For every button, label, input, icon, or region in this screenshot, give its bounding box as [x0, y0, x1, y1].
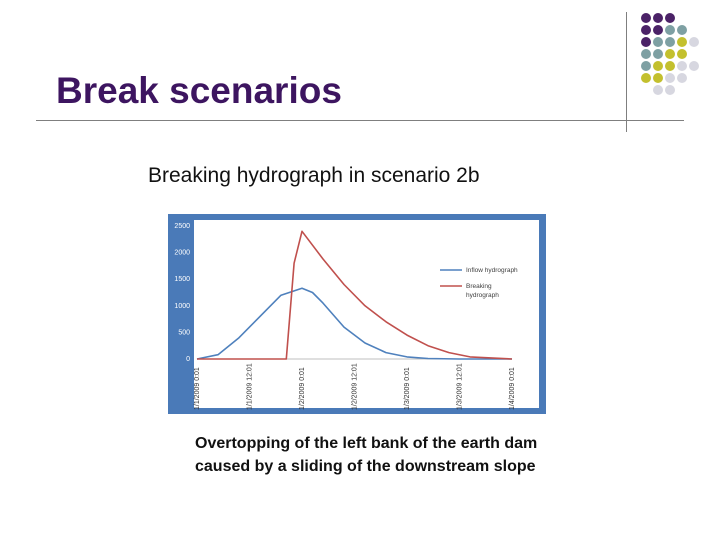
legend-label: Breaking: [466, 283, 492, 290]
decorative-dot: [689, 37, 699, 47]
decorative-dot: [653, 85, 663, 95]
series-line-inflow-hydrograph: [196, 287, 512, 360]
decorative-dot: [653, 13, 663, 23]
decorative-dot: [677, 61, 687, 71]
chart-caption: Overtopping of the left bank of the eart…: [195, 432, 537, 478]
x-tick-label: 1/3/2009 0:01: [404, 367, 411, 410]
decorative-dot: [653, 73, 663, 83]
decorative-dot: [665, 13, 675, 23]
corner-divider: [626, 12, 627, 132]
decorative-dot: [665, 61, 675, 71]
legend-label: hydrograph: [466, 292, 499, 299]
decorative-dot: [677, 73, 687, 83]
decorative-dot: [653, 49, 663, 59]
hydrograph-chart: 0 500 1000 1500 2000 2500 1/1/2009 0:01 1/1/200…: [168, 214, 546, 414]
caption-line-1: Overtopping of the left bank of the eart…: [195, 435, 538, 452]
x-tick-label: 1/1/2009 0:01: [194, 367, 201, 410]
x-tick-label: 1/1/2009 12:01: [247, 363, 254, 410]
decorative-dot: [641, 37, 651, 47]
y-tick-label: 0: [186, 356, 190, 363]
plot-area: [194, 220, 539, 408]
y-tick-label: 2500: [174, 223, 190, 230]
x-tick-label: 1/4/2009 0:01: [509, 367, 516, 410]
y-tick-label: 2000: [174, 250, 190, 257]
decorative-dot: [641, 13, 651, 23]
decorative-dot: [641, 49, 651, 59]
decorative-dot: [653, 37, 663, 47]
decorative-dot: [653, 61, 663, 71]
slide-title: Break scenarios: [56, 70, 342, 111]
series-line-breaking-hydrograph: [197, 230, 513, 360]
x-tick-label: 1/3/2009 12:01: [457, 363, 464, 410]
decorative-dot: [641, 25, 651, 35]
decorative-dot: [665, 49, 675, 59]
decorative-dot: [665, 73, 675, 83]
hydrograph-svg: 0 500 1000 1500 2000 2500 1/1/2009 0:01 1/1/200…: [174, 220, 539, 410]
chart-heading: Breaking hydrograph in scenario 2b: [148, 164, 480, 187]
decorative-dot: [641, 73, 651, 83]
decorative-dot: [677, 49, 687, 59]
legend-label: Inflow hydrograph: [466, 267, 518, 274]
x-tick-label: 1/2/2009 0:01: [299, 367, 306, 410]
title-divider: [36, 120, 684, 121]
decorative-dot: [653, 25, 663, 35]
decorative-dot: [641, 61, 651, 71]
caption-line-2: caused by a sliding of the downstream sl…: [195, 458, 536, 475]
y-tick-label: 1500: [174, 276, 190, 283]
decorative-dot: [689, 61, 699, 71]
decorative-dot: [677, 25, 687, 35]
decorative-dot-grid: [641, 13, 699, 95]
decorative-dot: [677, 37, 687, 47]
decorative-dot: [665, 25, 675, 35]
decorative-dot: [665, 37, 675, 47]
x-tick-label: 1/2/2009 12:01: [352, 363, 359, 410]
decorative-dot: [665, 85, 675, 95]
y-tick-label: 500: [178, 329, 190, 336]
y-tick-label: 1000: [174, 303, 190, 310]
